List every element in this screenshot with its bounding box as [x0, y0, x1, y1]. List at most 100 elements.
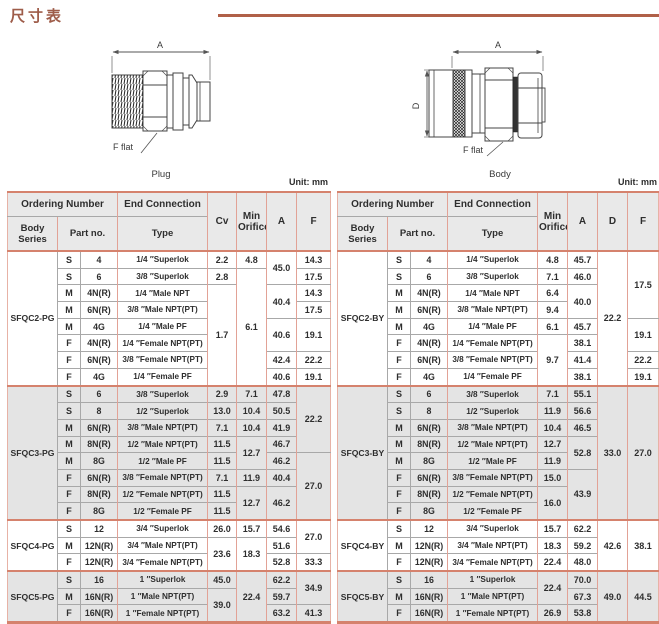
part-no-cell: 8G [409, 452, 448, 470]
value-cell: 51.6 [266, 536, 297, 554]
value-cell: 14.3 [296, 284, 331, 302]
part-no-cell: 8G [79, 452, 118, 470]
a-header: A [567, 192, 598, 251]
body-dimension-table: Ordering Number End Connection Min Orifi… [337, 191, 659, 624]
letter-cell: S [57, 267, 81, 285]
part-no-cell: 8G [409, 502, 448, 520]
value-cell: 40.4 [266, 468, 297, 487]
value-cell: 54.6 [266, 518, 297, 538]
type-cell: 3/4 ″Male NPT(PT) [117, 536, 208, 554]
value-cell: 7.1 [537, 267, 568, 285]
letter-cell: M [387, 587, 411, 605]
value-cell: 53.8 [567, 604, 598, 623]
a-header: A [266, 192, 297, 251]
value-cell: 2.8 [207, 267, 237, 285]
letter-cell: M [57, 317, 81, 335]
value-cell: 22.4 [537, 570, 568, 605]
type-cell: 3/8 ″Male NPT(PT) [117, 418, 208, 437]
part-no-cell: 4 [79, 249, 118, 269]
type-cell: 3/8 ″Superlok [447, 384, 538, 403]
type-cell: 1/2 ″Female NPT(PT) [117, 485, 208, 503]
letter-cell: M [387, 284, 411, 302]
part-no-cell: 4N(R) [79, 284, 118, 302]
letter-cell: S [387, 570, 411, 589]
type-cell: 3/8 ″Male NPT(PT) [117, 301, 208, 319]
part-no-cell: 4N(R) [409, 284, 448, 302]
value-cell: 59.7 [266, 587, 297, 605]
value-cell: 50.5 [266, 402, 297, 420]
letter-cell: M [57, 418, 81, 437]
value-cell: 39.0 [207, 587, 237, 623]
type-cell: 1/4 ″Male NPT [447, 284, 538, 302]
value-cell: 33.0 [597, 384, 628, 520]
value-cell: 19.1 [627, 317, 659, 352]
value-cell: 10.4 [537, 418, 568, 437]
letter-cell: F [57, 468, 81, 487]
value-cell: 2.2 [207, 249, 237, 269]
body-series-cell: SFQC3-PG [7, 384, 58, 520]
value-cell: 9.7 [537, 334, 568, 386]
value-cell: 62.2 [266, 570, 297, 589]
value-cell: 22.2 [296, 384, 331, 453]
type-cell: 1 ″Male NPT(PT) [117, 587, 208, 605]
part-no-cell: 4G [79, 367, 118, 386]
ordering-number-header: Ordering Number [7, 192, 118, 217]
value-cell: 22.4 [236, 570, 267, 623]
value-cell: 45.7 [567, 249, 598, 269]
letter-cell: F [387, 334, 411, 352]
value-cell: 18.3 [236, 536, 267, 572]
value-cell: 47.8 [266, 384, 297, 403]
value-cell: 38.1 [567, 367, 598, 386]
letter-cell: S [57, 384, 81, 403]
d-header: D [597, 192, 628, 251]
type-cell: 3/8 ″Superlok [117, 267, 208, 285]
letter-cell: M [57, 284, 81, 302]
part-no-cell: 6N(R) [409, 468, 448, 487]
part-no-cell: 8N(R) [79, 485, 118, 503]
letter-cell: F [57, 367, 81, 386]
min-orifice-header: Min Orifice [537, 192, 568, 251]
value-cell: 33.3 [296, 553, 331, 572]
part-no-header: Part no. [56, 216, 118, 251]
value-cell: 15.7 [537, 518, 568, 538]
part-no-cell: 8N(R) [409, 485, 448, 503]
part-no-cell: 16N(R) [79, 604, 118, 623]
part-no-cell: 8 [409, 402, 448, 420]
value-cell: 11.9 [537, 402, 568, 420]
value-cell: 4.8 [537, 249, 568, 269]
type-cell: 1/4 ″Male PF [117, 317, 208, 335]
value-cell: 27.0 [296, 519, 331, 554]
letter-cell: F [387, 604, 411, 623]
value-cell: 40.0 [567, 284, 598, 319]
type-cell: 3/4 ″Female NPT(PT) [447, 553, 538, 572]
letter-cell: F [57, 502, 81, 520]
value-cell: 4.8 [236, 249, 267, 269]
letter-cell: F [387, 367, 411, 386]
unit-label-plug: Unit: mm [289, 177, 328, 187]
part-no-cell: 6 [79, 384, 118, 403]
letter-cell: M [387, 301, 411, 319]
letter-cell: F [57, 485, 81, 503]
value-cell: 40.4 [266, 284, 297, 319]
ordering-number-header: Ordering Number [337, 192, 448, 217]
value-cell: 46.2 [266, 485, 297, 520]
unit-label-body: Unit: mm [618, 177, 657, 187]
letter-cell: M [387, 536, 411, 554]
value-cell: 52.8 [567, 435, 598, 470]
type-cell: 3/8 ″Female NPT(PT) [117, 351, 208, 369]
plug-dim-a-label: A [157, 40, 163, 50]
value-cell: 49.0 [597, 570, 628, 623]
part-no-cell: 6N(R) [79, 351, 118, 369]
letter-cell: M [57, 301, 81, 319]
value-cell: 46.5 [567, 418, 598, 437]
value-cell: 7.1 [537, 384, 568, 403]
letter-cell: M [57, 536, 81, 554]
type-cell: 3/4 ″Male NPT(PT) [447, 536, 538, 554]
value-cell: 41.9 [266, 418, 297, 437]
type-cell: 3/8 ″Female NPT(PT) [447, 351, 538, 369]
value-cell: 11.5 [207, 452, 237, 470]
type-cell: 3/8 ″Superlok [117, 384, 208, 403]
part-no-cell: 4G [79, 317, 118, 335]
part-no-cell: 6 [409, 384, 448, 403]
part-no-cell: 8G [79, 502, 118, 520]
